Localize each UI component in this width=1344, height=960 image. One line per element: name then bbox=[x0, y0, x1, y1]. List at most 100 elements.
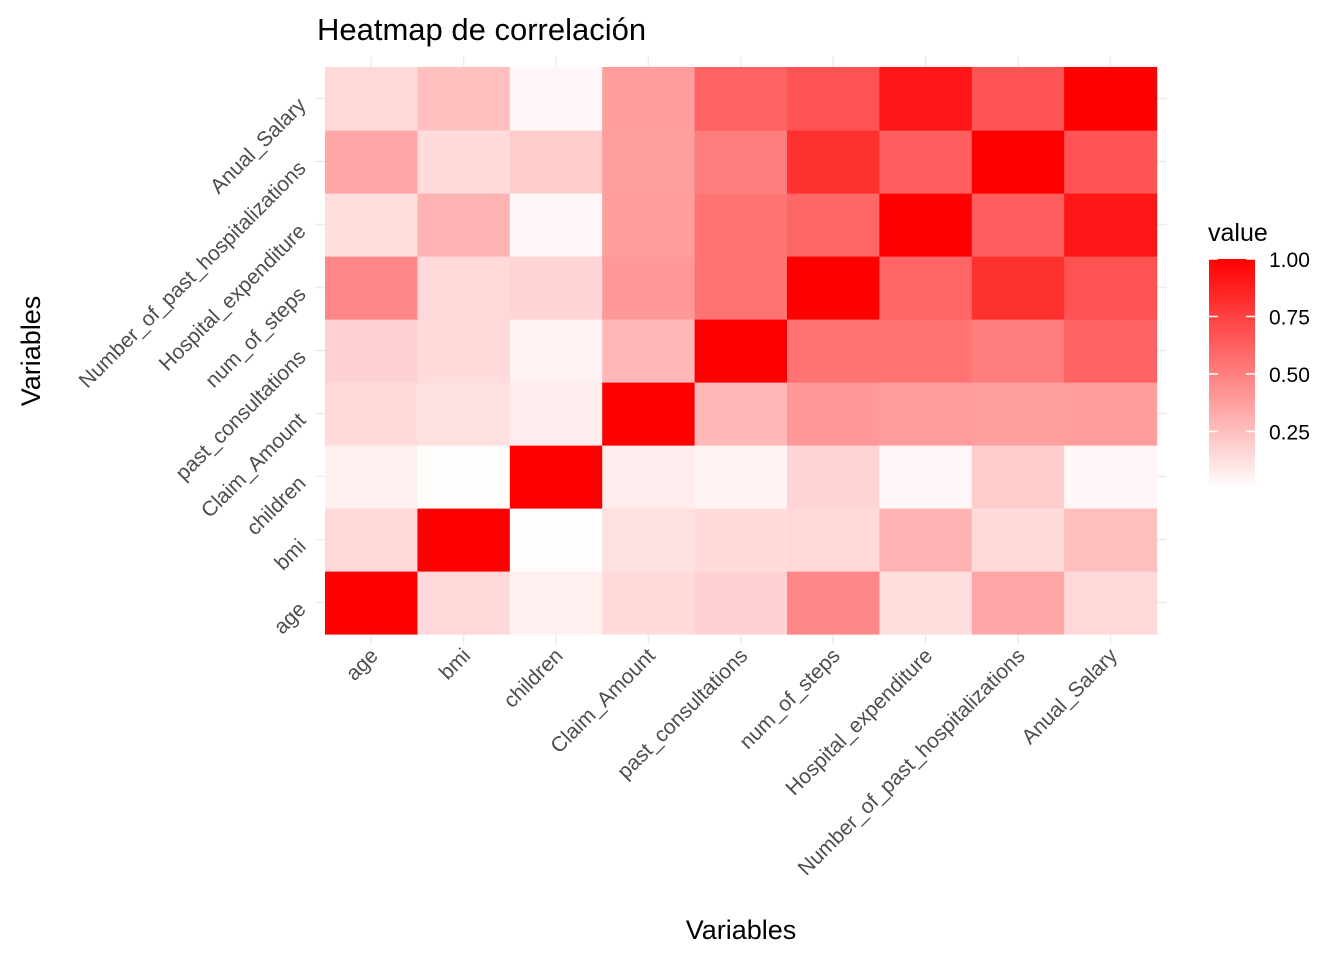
x-tick-label: Anual_Salary bbox=[1017, 644, 1122, 749]
heatmap-cell-Claim_Amount-Number_of_past_hospitalizations bbox=[602, 130, 696, 194]
heatmap-cell-Claim_Amount-Hospital_expenditure bbox=[602, 193, 696, 257]
legend-tick-label: 0.25 bbox=[1269, 422, 1310, 445]
heatmap-cell-bmi-age bbox=[417, 571, 511, 635]
heatmap-cell-past_consultations-children bbox=[694, 445, 788, 509]
heatmap-cell-Anual_Salary-bmi bbox=[1064, 508, 1158, 572]
heatmap-cell-past_consultations-past_consultations bbox=[694, 319, 788, 383]
heatmap-cell-age-num_of_steps bbox=[325, 256, 418, 320]
legend-ticks: 1.00 0.75 0.50 0.25 bbox=[1209, 249, 1310, 445]
chart-title: Heatmap de correlación bbox=[317, 12, 646, 47]
heatmap-cell-children-past_consultations bbox=[509, 319, 603, 383]
heatmap-cell-Number_of_past_hospitalizations-age bbox=[971, 571, 1065, 635]
heatmap-cell-num_of_steps-Number_of_past_hospitalizations bbox=[787, 130, 880, 194]
heatmap-cell-bmi-Number_of_past_hospitalizations bbox=[417, 130, 511, 194]
heatmap-cell-bmi-Claim_Amount bbox=[417, 382, 511, 446]
heatmap-cell-num_of_steps-num_of_steps bbox=[787, 256, 880, 320]
heatmap-cell-Hospital_expenditure-num_of_steps bbox=[879, 256, 973, 320]
heatmap-cell-Hospital_expenditure-Anual_Salary bbox=[879, 67, 973, 131]
heatmap-cell-Anual_Salary-age bbox=[1064, 571, 1158, 635]
legend: value 1.00 0.75 0.50 0.25 bbox=[1208, 219, 1310, 489]
y-tick-labels: agebmichildrenClaim_Amountpast_consultat… bbox=[75, 93, 311, 638]
heatmap-cell-Number_of_past_hospitalizations-Claim_Amount bbox=[971, 382, 1065, 446]
heatmap-cell-Anual_Salary-Anual_Salary bbox=[1064, 67, 1158, 131]
heatmap-cell-age-Claim_Amount bbox=[325, 382, 418, 446]
heatmap-cell-Claim_Amount-children bbox=[602, 445, 696, 509]
x-tick-label: children bbox=[499, 644, 567, 712]
heatmap-cell-children-age bbox=[509, 571, 603, 635]
heatmap-cell-num_of_steps-children bbox=[787, 445, 880, 509]
heatmap-cell-Number_of_past_hospitalizations-past_consultations bbox=[971, 319, 1065, 383]
heatmap-cell-Hospital_expenditure-Hospital_expenditure bbox=[879, 193, 973, 257]
heatmap-cell-past_consultations-Number_of_past_hospitalizations bbox=[694, 130, 788, 194]
heatmap-cell-age-Anual_Salary bbox=[325, 67, 418, 131]
heatmap-cell-past_consultations-age bbox=[694, 571, 788, 635]
heatmap-cell-age-Number_of_past_hospitalizations bbox=[325, 130, 418, 194]
x-tick-label: bmi bbox=[435, 644, 475, 684]
heatmap-cell-num_of_steps-Hospital_expenditure bbox=[787, 193, 880, 257]
heatmap-cell-num_of_steps-past_consultations bbox=[787, 319, 880, 383]
heatmap-cell-num_of_steps-Claim_Amount bbox=[787, 382, 880, 446]
heatmap-cell-bmi-Hospital_expenditure bbox=[417, 193, 511, 257]
heatmap-cell-Claim_Amount-past_consultations bbox=[602, 319, 696, 383]
heatmap-cell-Claim_Amount-bmi bbox=[602, 508, 696, 572]
heatmap-cell-age-Hospital_expenditure bbox=[325, 193, 418, 257]
heatmap-cell-Number_of_past_hospitalizations-bmi bbox=[971, 508, 1065, 572]
heatmap-cell-Anual_Salary-Hospital_expenditure bbox=[1064, 193, 1158, 257]
heatmap-cell-children-Hospital_expenditure bbox=[509, 193, 603, 257]
heatmap-cell-children-children bbox=[509, 445, 603, 509]
legend-tick-label: 0.50 bbox=[1269, 364, 1310, 387]
heatmap-cell-past_consultations-Hospital_expenditure bbox=[694, 193, 788, 257]
heatmap-cell-past_consultations-Anual_Salary bbox=[694, 67, 788, 131]
heatmap-cell-Hospital_expenditure-Number_of_past_hospitalizations bbox=[879, 130, 973, 194]
heatmap-cell-age-bmi bbox=[325, 508, 418, 572]
heatmap-cell-bmi-bmi bbox=[417, 508, 511, 572]
heatmap-cell-num_of_steps-Anual_Salary bbox=[787, 67, 880, 131]
heatmap-cell-Number_of_past_hospitalizations-Anual_Salary bbox=[971, 67, 1065, 131]
heatmap-cell-Claim_Amount-Claim_Amount bbox=[602, 382, 696, 446]
heatmap-cell-Hospital_expenditure-children bbox=[879, 445, 973, 509]
heatmap-cell-past_consultations-Claim_Amount bbox=[694, 382, 788, 446]
heatmap-cell-Hospital_expenditure-Claim_Amount bbox=[879, 382, 973, 446]
y-tick-label: bmi bbox=[270, 535, 310, 575]
heatmap-cell-children-bmi bbox=[509, 508, 603, 572]
heatmap-cell-Claim_Amount-age bbox=[602, 571, 696, 635]
heatmap-cell-Number_of_past_hospitalizations-children bbox=[971, 445, 1065, 509]
heatmap-cell-bmi-num_of_steps bbox=[417, 256, 511, 320]
heatmap-cell-Claim_Amount-Anual_Salary bbox=[602, 67, 696, 131]
heatmap-cells bbox=[325, 67, 1158, 635]
heatmap-cell-Number_of_past_hospitalizations-Hospital_expenditure bbox=[971, 193, 1065, 257]
heatmap-cell-Anual_Salary-children bbox=[1064, 445, 1158, 509]
heatmap-cell-children-Number_of_past_hospitalizations bbox=[509, 130, 603, 194]
heatmap-cell-past_consultations-bmi bbox=[694, 508, 788, 572]
heatmap-cell-Hospital_expenditure-past_consultations bbox=[879, 319, 973, 383]
heatmap-cell-Anual_Salary-num_of_steps bbox=[1064, 256, 1158, 320]
y-tick-label: Number_of_past_hospitalizations bbox=[75, 157, 311, 393]
heatmap-cell-num_of_steps-bmi bbox=[787, 508, 880, 572]
x-tick-labels: age bmi childrenClaim_Amountpast_consultat… bbox=[342, 644, 1123, 880]
heatmap-cell-age-age bbox=[325, 571, 418, 635]
heatmap-cell-bmi-past_consultations bbox=[417, 319, 511, 383]
legend-title: value bbox=[1208, 219, 1268, 247]
y-axis-title: Variables bbox=[16, 296, 46, 407]
legend-tick-label: 1.00 bbox=[1269, 249, 1310, 272]
legend-tick-label: 0.75 bbox=[1269, 307, 1310, 330]
heatmap-cell-bmi-children bbox=[417, 445, 511, 509]
heatmap-cell-Claim_Amount-num_of_steps bbox=[602, 256, 696, 320]
heatmap-cell-num_of_steps-age bbox=[787, 571, 880, 635]
heatmap-cell-Anual_Salary-Claim_Amount bbox=[1064, 382, 1158, 446]
heatmap-cell-Number_of_past_hospitalizations-Number_of_past_hospitalizations bbox=[971, 130, 1065, 194]
heatmap-cell-children-Anual_Salary bbox=[509, 67, 603, 131]
heatmap-cell-Anual_Salary-Number_of_past_hospitalizations bbox=[1064, 130, 1158, 194]
heatmap-cell-children-Claim_Amount bbox=[509, 382, 603, 446]
heatmap-cell-Number_of_past_hospitalizations-num_of_steps bbox=[971, 256, 1065, 320]
heatmap-cell-Anual_Salary-past_consultations bbox=[1064, 319, 1158, 383]
heatmap-cell-bmi-Anual_Salary bbox=[417, 67, 511, 131]
x-axis-title: Variables bbox=[686, 915, 797, 945]
heatmap-cell-age-past_consultations bbox=[325, 319, 418, 383]
x-tick-label: age bbox=[342, 644, 383, 685]
y-tick-label: age bbox=[269, 598, 310, 639]
heatmap-cell-Hospital_expenditure-age bbox=[879, 571, 973, 635]
heatmap-cell-age-children bbox=[325, 445, 418, 509]
heatmap-cell-past_consultations-num_of_steps bbox=[694, 256, 788, 320]
